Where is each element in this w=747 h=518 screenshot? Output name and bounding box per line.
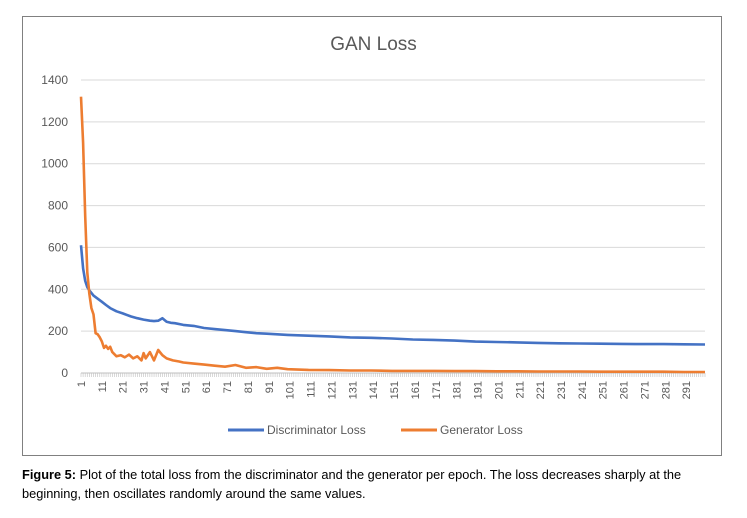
x-tick-label: 121 (326, 381, 338, 399)
x-tick-label: 111 (306, 381, 318, 398)
x-tick-label: 131 (347, 381, 359, 399)
chart-title: GAN Loss (330, 34, 417, 55)
x-tick-label: 61 (201, 381, 213, 393)
x-tick-label: 71 (222, 381, 234, 393)
gridlines (81, 79, 705, 374)
x-tick-label: 171 (431, 381, 443, 399)
x-tick-label: 161 (410, 381, 422, 399)
chart-frame (22, 16, 722, 456)
x-tick-label: 151 (389, 381, 401, 399)
figure-caption: Figure 5: Plot of the total loss from th… (22, 465, 722, 503)
x-tick-label: 241 (577, 381, 589, 399)
x-axis-ticks: 1 11 21 31 41 51 61 71 81 91 101 111 121 131 141 151 161… (76, 373, 706, 399)
x-tick-label: 221 (535, 381, 547, 399)
y-tick-label: 1200 (41, 115, 68, 129)
x-tick-label: 231 (556, 381, 568, 399)
x-tick-label: 91 (264, 381, 276, 393)
x-tick-label: 81 (243, 381, 255, 393)
series-line (79, 96, 705, 374)
x-tick-label: 41 (159, 381, 171, 393)
series-line (79, 245, 706, 346)
y-tick-label: 600 (48, 240, 68, 254)
y-tick-label: 0 (61, 366, 68, 380)
x-tick-label: 191 (473, 381, 485, 399)
x-tick-label: 51 (180, 381, 192, 393)
x-tick-label: 1 (76, 381, 88, 387)
x-tick-label: 251 (598, 381, 610, 399)
x-tick-label: 281 (660, 381, 672, 399)
y-tick-label: 1400 (41, 73, 68, 87)
x-tick-label: 141 (368, 381, 380, 399)
x-tick-label: 211 (514, 381, 526, 399)
x-tick-label: 291 (681, 381, 693, 399)
x-tick-label: 181 (452, 381, 464, 399)
y-tick-label: 400 (48, 282, 68, 296)
caption-label: Figure 5: (22, 467, 77, 482)
y-tick-label: 200 (48, 324, 68, 338)
x-tick-label: 101 (285, 381, 297, 399)
x-tick-label: 11 (97, 381, 109, 392)
legend-label: Generator Loss (440, 423, 523, 437)
caption-text: Plot of the total loss from the discrimi… (22, 467, 682, 501)
legend: Discriminator Loss Generator Loss (228, 423, 523, 437)
series-lines (79, 96, 706, 374)
x-tick-label: 261 (619, 381, 631, 399)
x-tick-label: 31 (139, 381, 151, 393)
y-axis-ticks: 0 200 400 600 800 1000 1200 1400 (41, 73, 68, 380)
y-tick-label: 800 (48, 199, 68, 213)
x-tick-label: 201 (493, 381, 505, 399)
x-tick-label: 271 (639, 381, 651, 399)
y-tick-label: 1000 (41, 157, 68, 171)
x-tick-label: 21 (118, 381, 130, 393)
legend-label: Discriminator Loss (267, 423, 366, 437)
